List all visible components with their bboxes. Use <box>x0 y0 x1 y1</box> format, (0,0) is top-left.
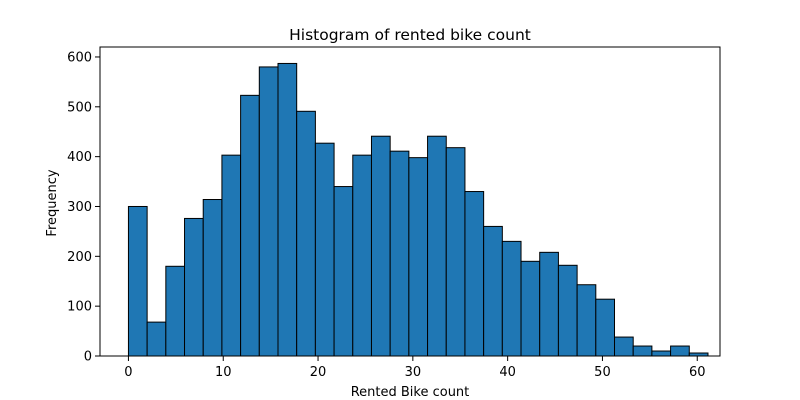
histogram-bar-10 <box>314 142 335 357</box>
x-axis-ticks: 0 10 20 30 40 50 60 <box>124 356 706 380</box>
histogram-bar-8 <box>277 62 298 357</box>
histogram-bar-3 <box>184 217 204 357</box>
y-tick-label: 400 <box>67 150 92 165</box>
histogram-bar-27 <box>632 345 653 357</box>
histogram-bar-4 <box>202 199 223 357</box>
histogram-bar-12 <box>352 154 372 357</box>
histogram-bar-21 <box>520 260 541 357</box>
histogram-bar-16 <box>427 135 447 357</box>
histogram-bar-14 <box>389 150 410 357</box>
histogram-bar-11 <box>333 186 354 357</box>
y-tick-label: 0 <box>84 350 92 365</box>
y-tick-label: 100 <box>67 300 92 315</box>
chart-title: Histogram of rented bike count <box>289 26 531 44</box>
histogram-bar-2 <box>165 265 186 357</box>
x-tick-label: 0 <box>124 365 132 380</box>
histogram-bar-20 <box>501 240 522 357</box>
histogram-bar-18 <box>464 191 485 357</box>
histogram-bar-28 <box>651 350 672 357</box>
y-tick-label: 600 <box>67 50 92 65</box>
histogram-bar-22 <box>539 251 559 357</box>
histogram-bar-6 <box>240 94 260 357</box>
y-axis-label: Frequency <box>45 169 60 236</box>
y-tick-label: 200 <box>67 250 92 265</box>
x-tick-label: 50 <box>594 365 611 380</box>
x-tick-label: 30 <box>405 365 422 380</box>
histogram-bar-29 <box>670 345 690 357</box>
x-tick-label: 10 <box>215 365 232 380</box>
x-tick-label: 40 <box>499 365 516 380</box>
histogram-bar-26 <box>614 336 634 357</box>
histogram-bar-15 <box>408 157 429 357</box>
x-tick-label: 20 <box>310 365 327 380</box>
histogram-bar-19 <box>483 225 503 357</box>
histogram-bar-9 <box>296 110 316 357</box>
y-tick-label: 300 <box>67 200 92 215</box>
histogram-bar-7 <box>258 66 279 357</box>
histogram-bar-5 <box>221 154 242 357</box>
histogram-bar-13 <box>370 135 391 357</box>
histogram-bar-23 <box>557 264 578 357</box>
histogram-bar-0 <box>127 205 148 357</box>
plot-frame <box>99 46 721 357</box>
y-axis-ticks: 0 100 200 300 400 500 600 <box>67 50 100 365</box>
x-tick-label: 60 <box>689 365 706 380</box>
histogram-bar-24 <box>576 284 597 357</box>
histogram-bar-17 <box>445 147 466 357</box>
histogram-bar-1 <box>146 321 167 357</box>
histogram-bar-25 <box>595 298 616 357</box>
bars-group <box>127 62 709 357</box>
x-axis-label: Rented Bike count <box>351 385 470 400</box>
y-tick-label: 500 <box>67 100 92 115</box>
